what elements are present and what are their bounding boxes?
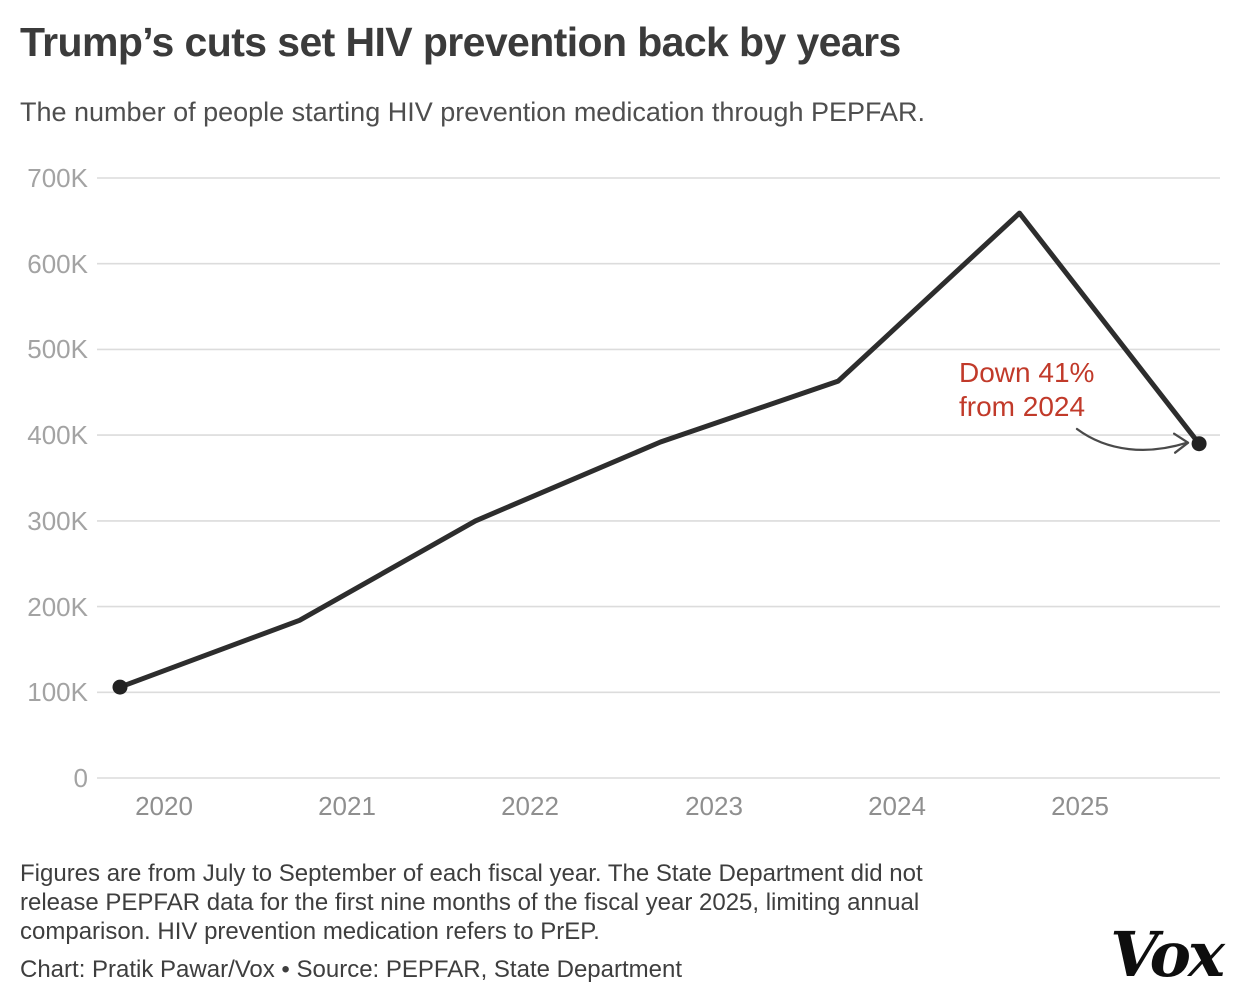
x-tick-label: 2025	[1051, 791, 1109, 821]
annotation-down-41-from-2024: Down 41% from 2024	[959, 356, 1094, 424]
data-point-marker	[1191, 436, 1207, 452]
y-tick-label: 600K	[27, 249, 88, 279]
y-tick-label: 700K	[27, 163, 88, 193]
x-tick-label: 2022	[501, 791, 559, 821]
annotation-arrow	[1075, 427, 1189, 451]
annotation-line-1: Down 41%	[959, 357, 1095, 388]
x-tick-label: 2020	[135, 791, 193, 821]
y-tick-label: 500K	[27, 334, 88, 364]
chart-subtitle: The number of people starting HIV preven…	[20, 97, 926, 127]
x-tick-label: 2024	[868, 791, 926, 821]
chart-title: Trump’s cuts set HIV prevention back by …	[20, 19, 901, 65]
y-tick-label: 300K	[27, 506, 88, 536]
y-tick-label: 100K	[27, 677, 88, 707]
y-tick-label: 400K	[27, 420, 88, 450]
y-tick-label: 0	[73, 763, 88, 793]
x-tick-label: 2023	[685, 791, 743, 821]
data-line	[117, 210, 1202, 690]
annotation-line-2: from 2024	[959, 391, 1086, 422]
vox-logo: Vox	[1110, 918, 1225, 991]
footnote: Figures are from July to September of ea…	[20, 859, 1100, 946]
footnote-line-3: comparison. HIV prevention medication re…	[20, 918, 600, 945]
data-point-marker	[112, 679, 128, 695]
y-tick-label: 200K	[27, 592, 88, 622]
credit-line: Chart: Pratik Pawar/Vox • Source: PEPFAR…	[20, 956, 683, 983]
x-tick-label: 2021	[318, 791, 376, 821]
annotation-arrowhead-icon	[1172, 432, 1190, 454]
footnote-line-1: Figures are from July to September of ea…	[20, 860, 923, 887]
footnote-line-2: release PEPFAR data for the first nine m…	[20, 889, 920, 916]
